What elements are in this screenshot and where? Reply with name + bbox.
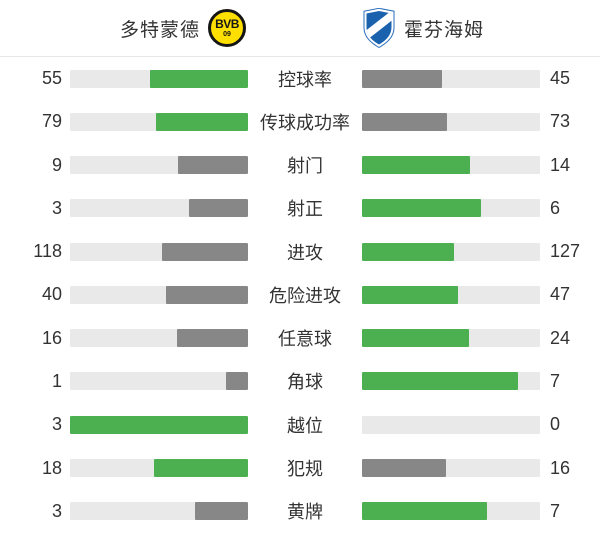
away-stat-value: 14	[550, 154, 571, 175]
home-stat-value: 16	[41, 327, 62, 348]
stat-label: 任意球	[278, 329, 332, 350]
away-bar-fill	[362, 156, 471, 175]
away-bar-fill	[362, 242, 455, 261]
home-stat-value: 9	[51, 154, 62, 175]
home-bar-track	[70, 459, 248, 478]
home-team-name: 多特蒙德	[119, 19, 200, 41]
stat-row: 79 传球成功率 73	[0, 100, 600, 143]
away-bar-track	[362, 372, 540, 391]
away-bar-fill	[362, 372, 518, 391]
stat-row: 3 越位 0	[0, 403, 600, 446]
away-bar-track	[362, 69, 540, 88]
home-stat-value: 3	[51, 197, 62, 218]
stat-row: 3 黄牌 7	[0, 490, 600, 533]
stat-label: 射门	[287, 156, 323, 177]
hoffenheim-badge-icon	[363, 8, 395, 48]
home-bar-fill	[153, 459, 248, 478]
away-stat-value: 47	[550, 284, 571, 305]
home-bar-track	[70, 112, 248, 131]
stat-row: 18 犯规 16	[0, 446, 600, 489]
home-bar-fill	[162, 242, 248, 261]
home-stat-value: 3	[51, 500, 62, 521]
home-stat-value: 40	[41, 284, 62, 305]
away-bar-track	[362, 199, 540, 218]
stat-row: 3 射正 6	[0, 187, 600, 230]
stat-label: 传球成功率	[260, 112, 350, 133]
home-stat-value: 79	[41, 111, 62, 132]
home-bar-track	[70, 242, 248, 261]
home-bar-fill	[225, 372, 248, 391]
home-stat-value: 1	[51, 370, 62, 391]
stat-row: 118 进攻 127	[0, 230, 600, 273]
dortmund-badge-text: BVB	[215, 17, 239, 31]
home-bar-fill	[70, 415, 248, 434]
home-bar-track	[70, 285, 248, 304]
away-stat-value: 73	[550, 111, 571, 132]
away-team-header: 霍芬海姆	[300, 0, 600, 56]
home-bar-track	[70, 199, 248, 218]
dortmund-badge-sub: 09	[223, 31, 231, 38]
stat-row: 9 射门 14	[0, 144, 600, 187]
home-bar-fill	[150, 69, 248, 88]
home-bar-fill	[176, 329, 248, 348]
away-stat-value: 45	[550, 68, 571, 89]
home-bar-track	[70, 502, 248, 521]
away-stat-value: 0	[550, 414, 561, 435]
away-stat-value: 7	[550, 370, 561, 391]
match-header: 多特蒙德 BVB 09 霍芬海姆	[0, 0, 600, 57]
away-bar-track	[362, 112, 540, 131]
away-bar-fill	[362, 69, 443, 88]
stat-label: 控球率	[278, 69, 332, 90]
away-bar-track	[362, 285, 540, 304]
away-bar-track	[362, 242, 540, 261]
home-bar-fill	[188, 199, 248, 218]
stats-list: 55 控球率 45 79 传球成功率 73 9 射门 14 3 射正 6 118 进攻 127 40 危险进攻 4…	[0, 57, 600, 533]
stat-label: 黄牌	[287, 502, 323, 523]
away-stat-value: 16	[550, 457, 571, 478]
away-bar-fill	[362, 112, 448, 131]
home-bar-track	[70, 372, 248, 391]
away-stat-value: 7	[550, 500, 561, 521]
away-bar-fill	[362, 199, 481, 218]
away-bar-fill	[362, 459, 446, 478]
home-bar-track	[70, 69, 248, 88]
dortmund-badge-icon: BVB 09	[208, 9, 246, 47]
away-bar-fill	[362, 502, 487, 521]
home-bar-track	[70, 415, 248, 434]
stat-label: 射正	[287, 199, 323, 220]
away-bar-track	[362, 329, 540, 348]
home-stat-value: 3	[51, 414, 62, 435]
stat-row: 40 危险进攻 47	[0, 273, 600, 316]
away-bar-track	[362, 156, 540, 175]
stat-row: 16 任意球 24	[0, 317, 600, 360]
stat-label: 进攻	[287, 242, 323, 263]
away-stat-value: 24	[550, 327, 571, 348]
stat-label: 危险进攻	[269, 285, 341, 306]
home-team-header: 多特蒙德 BVB 09	[0, 0, 300, 56]
stat-label: 越位	[287, 415, 323, 436]
away-bar-track	[362, 459, 540, 478]
away-bar-fill	[362, 285, 459, 304]
away-stat-value: 6	[550, 197, 561, 218]
home-bar-track	[70, 156, 248, 175]
home-bar-fill	[166, 285, 248, 304]
away-bar-track	[362, 502, 540, 521]
home-bar-fill	[194, 502, 248, 521]
away-bar-fill	[362, 329, 469, 348]
away-stat-value: 127	[550, 241, 581, 262]
home-bar-track	[70, 329, 248, 348]
stat-row: 55 控球率 45	[0, 57, 600, 100]
home-bar-fill	[155, 112, 248, 131]
home-stat-value: 18	[41, 457, 62, 478]
stat-label: 角球	[287, 372, 323, 393]
stat-label: 犯规	[287, 459, 323, 480]
home-stat-value: 55	[41, 68, 62, 89]
home-bar-fill	[178, 156, 248, 175]
stat-row: 1 角球 7	[0, 360, 600, 403]
away-bar-track	[362, 415, 540, 434]
away-team-name: 霍芬海姆	[404, 19, 485, 41]
home-stat-value: 118	[33, 241, 62, 262]
